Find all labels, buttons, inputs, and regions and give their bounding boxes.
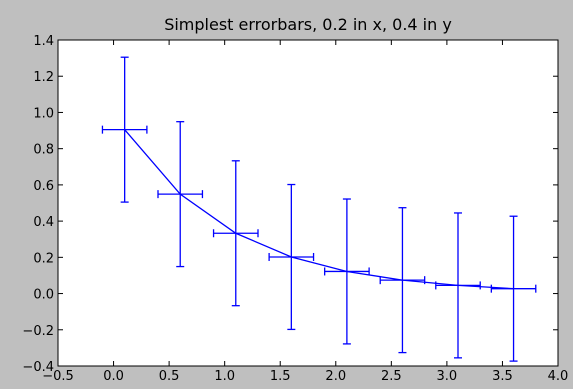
x-tick-label: 3.0 — [437, 369, 458, 384]
y-tick-label: 0.6 — [33, 179, 54, 194]
y-tick-label: 1.4 — [33, 34, 54, 49]
y-tick-label: 1.2 — [33, 70, 54, 85]
y-axis: −0.4 −0.2 0.0 0.2 0.4 0.6 0.8 1.0 1.2 1.4 — [22, 34, 558, 375]
x-tick-label: 1.5 — [270, 369, 291, 384]
x-tick-label: 2.5 — [381, 369, 402, 384]
x-tick-label: 4.0 — [548, 369, 569, 384]
y-tick-label: 0.2 — [33, 251, 54, 266]
x-tick-label: 0.0 — [103, 369, 124, 384]
x-tick-label: 1.0 — [214, 369, 235, 384]
y-tick-label: 0.8 — [33, 143, 54, 158]
x-tick-label: 2.0 — [325, 369, 346, 384]
x-tick-label: 0.5 — [159, 369, 180, 384]
x-axis: −0.5 0.0 0.5 1.0 1.5 2.0 2.5 3.0 3.5 4.0 — [42, 40, 568, 384]
y-tick-label: −0.2 — [22, 324, 54, 339]
series-line — [124, 129, 514, 290]
chart-title: Simplest errorbars, 0.2 in x, 0.4 in y — [164, 15, 452, 34]
y-tick-label: −0.4 — [22, 360, 54, 375]
plot-frame — [57, 39, 559, 367]
x-tick-label: −0.5 — [42, 369, 74, 384]
plot-area — [58, 40, 558, 366]
x-tick-label: 3.5 — [492, 369, 513, 384]
y-tick-label: 0.0 — [33, 288, 54, 303]
y-tick-label: 1.0 — [33, 106, 54, 121]
y-tick-label: 0.4 — [33, 215, 54, 230]
